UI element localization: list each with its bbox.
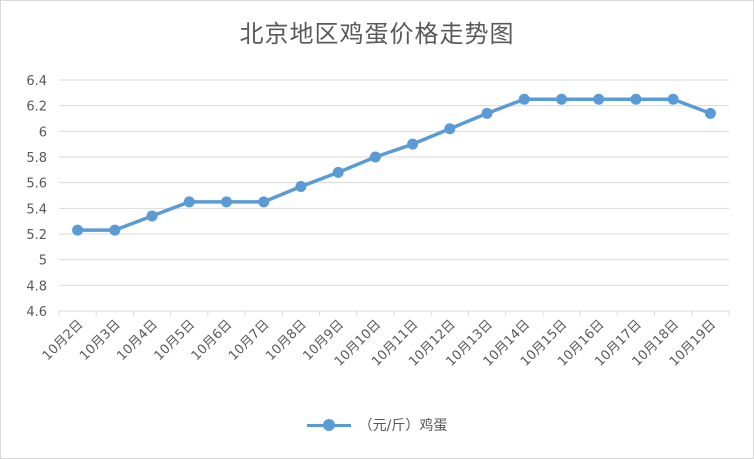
data-point: [258, 196, 270, 208]
data-point: [146, 210, 158, 222]
y-tick-label: 5.2: [26, 228, 47, 243]
data-point: [369, 151, 381, 163]
legend-marker: [306, 419, 351, 431]
data-point: [407, 138, 419, 150]
legend-label: （元/斤）鸡蛋: [358, 418, 448, 434]
y-tick-label: 6.4: [26, 74, 47, 89]
y-tick-label: 4.8: [26, 279, 47, 294]
chart-title: 北京地区鸡蛋价格走势图: [239, 20, 515, 48]
y-tick-label: 5: [39, 254, 47, 269]
y-tick-label: 5.6: [26, 177, 47, 192]
data-point: [332, 166, 344, 178]
data-point: [518, 93, 530, 105]
data-point: [221, 196, 232, 208]
data-point: [444, 123, 456, 135]
data-point: [704, 107, 716, 119]
y-tick-label: 5.4: [26, 202, 47, 217]
y-tick-label: 4.6: [26, 305, 47, 320]
y-tick-label: 6.2: [26, 100, 47, 115]
data-point: [481, 107, 493, 119]
data-point: [593, 93, 605, 105]
data-point: [295, 181, 307, 193]
legend: （元/斤）鸡蛋: [0, 415, 754, 435]
y-tick-label: 6: [39, 125, 47, 140]
data-point: [630, 93, 642, 105]
data-point: [667, 93, 679, 105]
data-point: [109, 224, 121, 236]
data-point: [183, 196, 195, 208]
y-tick-label: 5.8: [26, 151, 47, 166]
data-point: [556, 93, 567, 105]
data-point: [72, 224, 84, 236]
series-line: [75, 97, 713, 232]
